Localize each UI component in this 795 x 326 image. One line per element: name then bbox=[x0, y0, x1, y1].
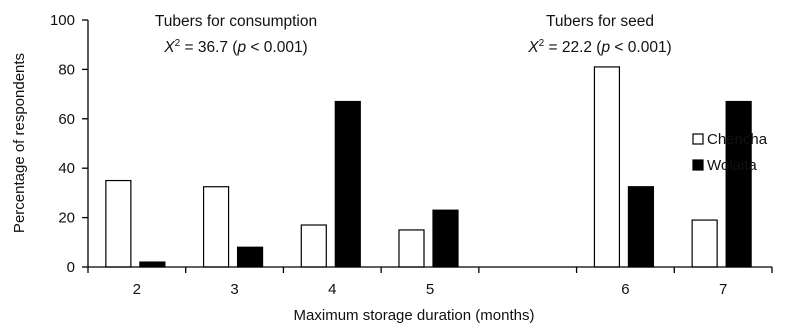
annotation-statistic: X2 = 22.2 (p < 0.001) bbox=[527, 38, 671, 56]
x-axis-ticks: 2 3 4 5 6 7 bbox=[87, 267, 773, 298]
bar-wolaita-4 bbox=[334, 100, 361, 268]
legend-swatch-wolaita bbox=[692, 159, 704, 171]
bar-chencha-3 bbox=[202, 186, 230, 268]
bar-chencha-5 bbox=[398, 229, 425, 268]
y-tick-label: 0 bbox=[67, 259, 75, 276]
bar-wolaita-6 bbox=[627, 186, 655, 268]
x-axis-title: Maximum storage duration (months) bbox=[294, 307, 535, 324]
plot-marks bbox=[105, 66, 752, 268]
bar-wolaita-2 bbox=[139, 261, 166, 268]
y-tick-label: 80 bbox=[58, 61, 75, 78]
bar-chencha-7 bbox=[691, 219, 718, 268]
y-axis-title: Percentage of respondents bbox=[11, 53, 28, 233]
annotation-title: Tubers for consumption bbox=[155, 13, 317, 30]
bar-wolaita-3 bbox=[236, 246, 264, 268]
x-tick-label: 4 bbox=[328, 281, 336, 298]
x-tick-label: 6 bbox=[621, 281, 629, 298]
annotation-seed: Tubers for seed X2 = 22.2 (p < 0.001) bbox=[527, 13, 671, 56]
x-tick-label: 2 bbox=[133, 281, 141, 298]
y-tick-label: 20 bbox=[58, 210, 75, 227]
bar-wolaita-7 bbox=[725, 100, 752, 268]
annotation-title: Tubers for seed bbox=[546, 13, 654, 30]
legend: Chencha Wolaita bbox=[692, 131, 768, 174]
y-tick-label: 40 bbox=[58, 160, 75, 177]
legend-swatch-chencha bbox=[692, 133, 704, 145]
bar-chencha-4 bbox=[300, 224, 327, 268]
bar-wolaita-5 bbox=[432, 209, 459, 268]
bar-chencha-2 bbox=[105, 179, 132, 268]
annotation-statistic: X2 = 36.7 (p < 0.001) bbox=[163, 38, 307, 56]
legend-label-wolaita: Wolaita bbox=[707, 157, 757, 174]
legend-label-chencha: Chencha bbox=[707, 131, 768, 148]
y-tick-label: 60 bbox=[58, 111, 75, 128]
x-tick-label: 5 bbox=[426, 281, 434, 298]
y-tick-label: 100 bbox=[50, 12, 75, 29]
y-axis-ticks: 0 20 40 60 80 100 bbox=[50, 12, 88, 276]
x-tick-label: 3 bbox=[230, 281, 238, 298]
bar-chencha-6 bbox=[593, 66, 621, 268]
annotation-consumption: Tubers for consumption X2 = 36.7 (p < 0.… bbox=[155, 13, 317, 56]
x-tick-label: 7 bbox=[719, 281, 727, 298]
